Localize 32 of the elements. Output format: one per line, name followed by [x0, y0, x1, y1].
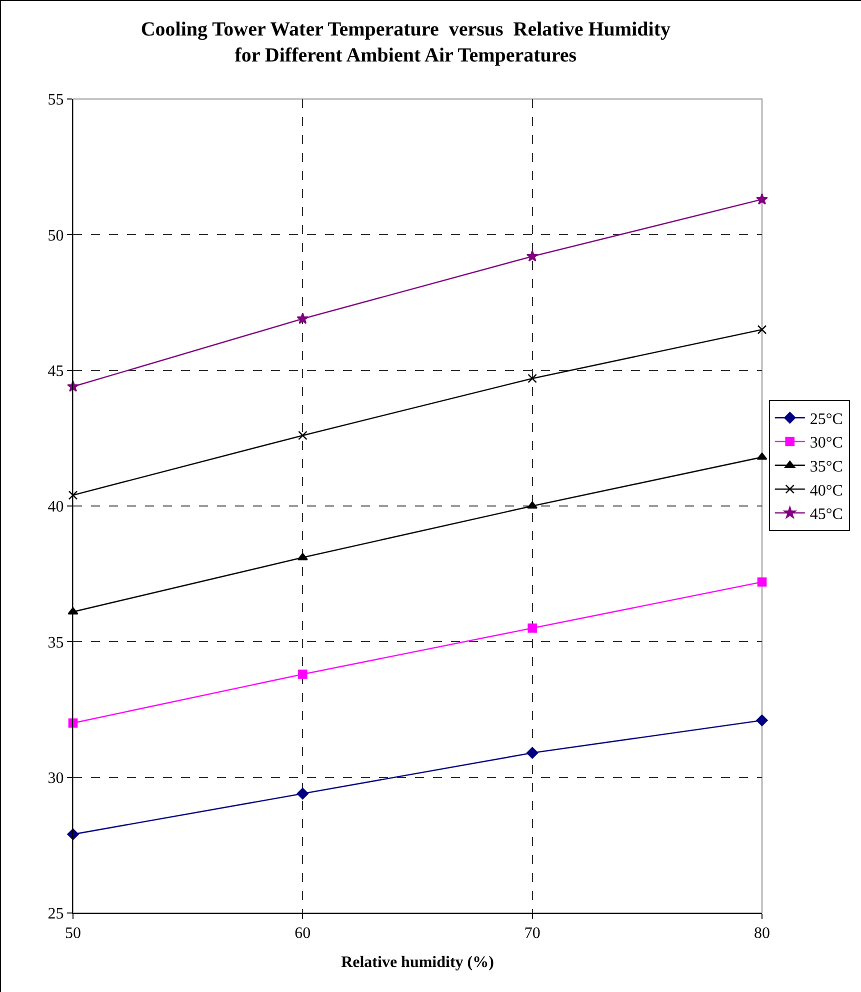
point — [528, 623, 537, 633]
point — [527, 501, 538, 509]
legend-label: 45°C — [810, 506, 843, 524]
point — [297, 552, 308, 560]
point — [298, 430, 308, 440]
point — [756, 193, 768, 205]
y-tick-label: 30 — [48, 770, 64, 787]
point — [298, 670, 308, 679]
chart-title: Cooling Tower Water Temperature versus Relative Humidity for Different Ambient Air Temperatures — [140, 18, 670, 67]
point — [296, 788, 309, 800]
y-tick-label: 45 — [48, 362, 64, 380]
point — [526, 250, 538, 262]
x-axis-title: Relative humidity (%) — [341, 954, 494, 971]
y-tick-label: 35 — [48, 634, 64, 652]
y-tick-label: 40 — [48, 498, 64, 516]
legend-label: 25°C — [810, 410, 843, 428]
point — [526, 747, 538, 759]
x-tick-label: 60 — [294, 925, 311, 942]
y-tick-label: 55 — [48, 92, 64, 109]
point — [757, 324, 767, 334]
point — [528, 374, 537, 384]
point — [296, 312, 309, 324]
point — [757, 577, 767, 587]
point — [756, 714, 768, 726]
legend-label: 40°C — [810, 482, 843, 500]
point — [68, 490, 78, 500]
legend-label: 35°C — [810, 458, 843, 476]
y-tick-label: 50 — [48, 227, 64, 244]
x-tick-label: 50 — [65, 925, 81, 942]
y-tick-label: 25 — [48, 906, 64, 923]
x-tick-label: 70 — [524, 925, 540, 942]
x-tick-label: 80 — [754, 925, 770, 942]
